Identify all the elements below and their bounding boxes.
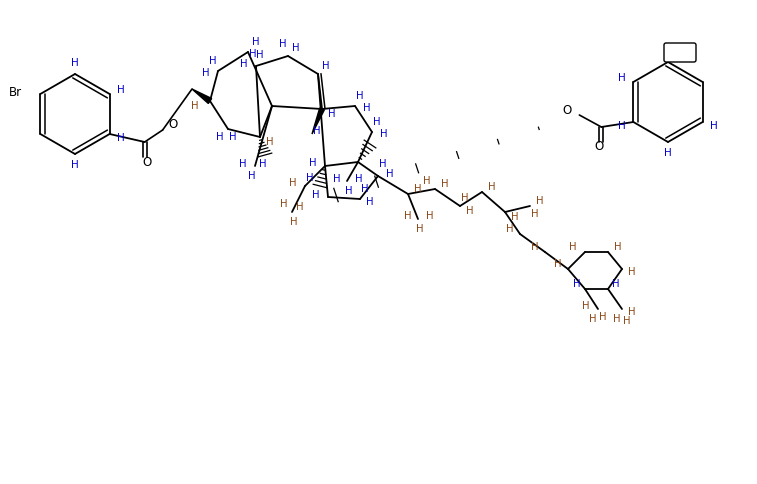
- Text: H: H: [329, 109, 336, 119]
- Text: H: H: [664, 148, 672, 158]
- Text: H: H: [612, 279, 620, 289]
- Text: H: H: [280, 199, 288, 209]
- Text: H: H: [628, 267, 636, 277]
- Text: H: H: [355, 174, 363, 184]
- Text: H: H: [249, 49, 257, 59]
- Text: H: H: [506, 224, 514, 234]
- Text: H: H: [426, 211, 434, 221]
- Text: O: O: [562, 104, 572, 117]
- Text: H: H: [623, 316, 631, 326]
- Text: H: H: [423, 176, 431, 186]
- Text: H: H: [628, 307, 636, 317]
- Text: H: H: [313, 126, 321, 136]
- Text: H: H: [441, 179, 449, 189]
- Text: H: H: [554, 259, 562, 269]
- Text: O: O: [595, 140, 604, 153]
- Text: H: H: [307, 173, 313, 183]
- Text: H: H: [589, 314, 597, 324]
- Text: H: H: [488, 182, 496, 192]
- Text: H: H: [333, 174, 341, 184]
- Text: Br: Br: [674, 47, 686, 58]
- Text: H: H: [345, 186, 353, 196]
- Text: H: H: [363, 103, 371, 113]
- Text: H: H: [289, 178, 297, 188]
- Text: H: H: [416, 224, 424, 234]
- Text: H: H: [573, 279, 581, 289]
- Text: H: H: [240, 59, 248, 69]
- Text: H: H: [380, 129, 388, 139]
- Text: H: H: [257, 50, 263, 60]
- Text: H: H: [239, 159, 247, 169]
- Text: H: H: [322, 61, 330, 71]
- Text: H: H: [614, 242, 621, 252]
- Text: H: H: [618, 121, 626, 131]
- Text: H: H: [536, 196, 544, 206]
- Polygon shape: [312, 108, 324, 134]
- Text: H: H: [511, 212, 519, 222]
- Text: H: H: [361, 184, 369, 194]
- Text: H: H: [266, 137, 274, 147]
- Text: H: H: [71, 58, 79, 68]
- Text: H: H: [117, 133, 124, 143]
- Text: H: H: [296, 202, 304, 212]
- Text: H: H: [202, 68, 210, 78]
- Text: H: H: [531, 242, 539, 252]
- Text: H: H: [366, 197, 374, 207]
- Text: H: H: [259, 159, 266, 169]
- Text: O: O: [142, 155, 151, 168]
- Text: H: H: [71, 160, 79, 170]
- Text: H: H: [117, 85, 124, 95]
- Text: H: H: [192, 101, 199, 111]
- Text: H: H: [229, 132, 237, 142]
- Polygon shape: [192, 89, 212, 104]
- Text: H: H: [613, 314, 621, 324]
- Text: H: H: [310, 158, 316, 168]
- Text: H: H: [404, 211, 412, 221]
- Text: H: H: [252, 37, 260, 47]
- Text: H: H: [312, 190, 319, 200]
- Text: H: H: [209, 56, 217, 66]
- Text: H: H: [466, 206, 474, 216]
- Text: H: H: [414, 184, 422, 194]
- Text: H: H: [461, 193, 469, 203]
- Text: H: H: [600, 312, 607, 322]
- Text: H: H: [531, 209, 539, 219]
- Text: H: H: [710, 121, 718, 131]
- Text: H: H: [290, 217, 298, 227]
- Text: H: H: [248, 171, 256, 181]
- Text: H: H: [279, 39, 287, 49]
- Text: H: H: [569, 242, 577, 252]
- Text: H: H: [292, 43, 300, 53]
- Text: H: H: [618, 73, 626, 83]
- Text: O: O: [168, 119, 177, 132]
- Text: H: H: [386, 169, 394, 179]
- Text: H: H: [217, 132, 224, 142]
- Text: H: H: [379, 159, 387, 169]
- Text: Br: Br: [9, 86, 23, 99]
- FancyBboxPatch shape: [664, 43, 696, 62]
- Text: H: H: [582, 301, 590, 311]
- Text: H: H: [373, 117, 381, 127]
- Text: H: H: [357, 91, 364, 101]
